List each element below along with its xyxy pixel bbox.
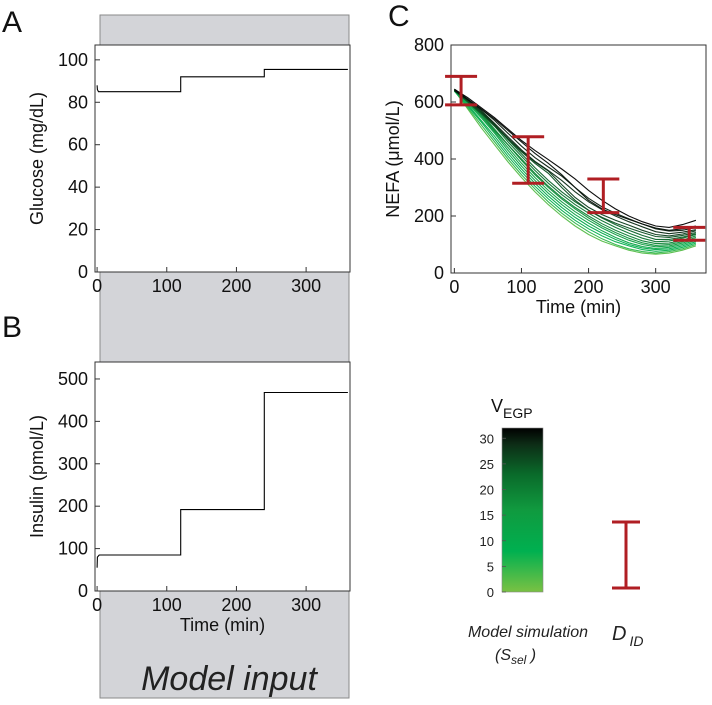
glucose-y-axis-label: Glucose (mg/dL) bbox=[27, 92, 47, 225]
v-egp-colorbar: VEGP 0 5 10 15 20 25 30 bbox=[480, 396, 544, 600]
legend-s-sel-sub: sel bbox=[511, 653, 527, 667]
nefa-simulation-line bbox=[453, 90, 697, 254]
nefa-y-axis-label: NEFA (μmol/L) bbox=[383, 100, 403, 217]
nefa-y-tick-label: 400 bbox=[414, 149, 444, 169]
colorbar-tick-label: 20 bbox=[480, 483, 494, 498]
legend-error-bar bbox=[612, 520, 640, 590]
nefa-x-tick-label: 100 bbox=[506, 277, 536, 297]
colorbar-tick-label: 15 bbox=[480, 508, 494, 523]
legend-s-sel-letter: S bbox=[500, 647, 511, 664]
nefa-plot-area bbox=[450, 44, 707, 274]
nefa-simulation-line bbox=[454, 90, 697, 238]
glucose-x-tick-label: 300 bbox=[291, 276, 321, 296]
nefa-x-axis-label: Time (min) bbox=[536, 297, 621, 317]
colorbar-tick-label: 5 bbox=[487, 559, 494, 574]
nefa-y-tick-label: 800 bbox=[414, 35, 444, 55]
nefa-x-tick-label: 200 bbox=[574, 277, 604, 297]
glucose-y-tick-label: 80 bbox=[68, 92, 88, 112]
insulin-x-tick-label: 0 bbox=[92, 595, 102, 615]
panel-label-b: B bbox=[2, 311, 22, 344]
panel-label-c: C bbox=[388, 0, 410, 33]
glucose-y-tick-label: 60 bbox=[68, 135, 88, 155]
panel-label-a: A bbox=[2, 6, 22, 39]
colorbar-title-v: V bbox=[491, 396, 503, 416]
nefa-simulation-line bbox=[454, 88, 697, 228]
insulin-chart: 0 100 200 300 0 100 200 300 400 500 Insulin (pmol/… bbox=[27, 361, 351, 635]
glucose-x-tick-label: 100 bbox=[152, 276, 182, 296]
legend-d-id: D ID bbox=[612, 623, 643, 649]
insulin-x-tick-label: 200 bbox=[221, 595, 251, 615]
colorbar-title: VEGP bbox=[491, 396, 533, 421]
insulin-x-tick-label: 300 bbox=[291, 595, 321, 615]
legend-d-sub: ID bbox=[629, 633, 643, 649]
insulin-y-tick-label: 200 bbox=[58, 496, 88, 516]
colorbar-tick-label: 10 bbox=[480, 534, 494, 549]
glucose-chart: 0 100 200 300 0 20 40 60 80 100 Glucose (mg/dL) bbox=[27, 44, 351, 296]
insulin-y-tick-label: 500 bbox=[58, 369, 88, 389]
insulin-y-tick-label: 400 bbox=[58, 411, 88, 431]
nefa-y-tick-label: 600 bbox=[414, 92, 444, 112]
glucose-y-tick-label: 0 bbox=[78, 262, 88, 282]
nefa-simulation-line bbox=[454, 90, 697, 235]
insulin-y-tick-label: 300 bbox=[58, 454, 88, 474]
nefa-simulation-line bbox=[453, 90, 697, 252]
nefa-y-tick-label: 200 bbox=[414, 206, 444, 226]
insulin-x-axis-label: Time (min) bbox=[180, 615, 265, 635]
insulin-y-tick-label: 0 bbox=[78, 581, 88, 601]
glucose-series-line bbox=[96, 68, 348, 93]
insulin-y-axis-label: Insulin (pmol/L) bbox=[27, 415, 47, 538]
colorbar-title-sub: EGP bbox=[503, 405, 533, 421]
glucose-y-tick-label: 40 bbox=[68, 177, 88, 197]
legend-s-sel-close: ) bbox=[526, 647, 536, 664]
insulin-series-line bbox=[96, 391, 348, 568]
legend-s-sel: (Ssel ) bbox=[495, 647, 536, 667]
nefa-simulation-line bbox=[454, 88, 697, 246]
legend-d-letter: D bbox=[612, 623, 626, 645]
glucose-plot-area bbox=[94, 44, 351, 273]
nefa-chart: 0 100 200 300 0 200 400 600 800 NEFA (μmol/L) Time… bbox=[383, 35, 707, 317]
nefa-x-tick-label: 0 bbox=[449, 277, 459, 297]
nefa-simulation-line bbox=[454, 90, 697, 248]
nefa-simulation-line bbox=[453, 90, 697, 251]
glucose-y-tick-label: 20 bbox=[68, 220, 88, 240]
legend-s-sel-open: ( bbox=[495, 647, 502, 664]
nefa-simulation-line bbox=[454, 89, 697, 237]
insulin-x-tick-label: 100 bbox=[152, 595, 182, 615]
colorbar-gradient bbox=[501, 427, 544, 593]
colorbar-tick-label: 0 bbox=[487, 585, 494, 600]
nefa-simulation-line bbox=[454, 89, 697, 245]
glucose-y-tick-label: 100 bbox=[58, 50, 88, 70]
nefa-x-tick-label: 300 bbox=[641, 277, 671, 297]
colorbar-tick-label: 25 bbox=[480, 457, 494, 472]
nefa-y-tick-label: 0 bbox=[434, 263, 444, 283]
colorbar-ticks: 0 5 10 15 20 25 30 bbox=[480, 431, 506, 600]
legend-model-simulation: Model simulation bbox=[468, 624, 588, 641]
colorbar-tick-label: 30 bbox=[480, 431, 494, 446]
insulin-plot-area bbox=[94, 361, 351, 592]
glucose-x-tick-label: 200 bbox=[221, 276, 251, 296]
glucose-x-tick-label: 0 bbox=[92, 276, 102, 296]
nefa-simulation-line bbox=[454, 89, 697, 250]
nefa-simulation-line bbox=[454, 90, 697, 231]
insulin-y-tick-label: 100 bbox=[58, 539, 88, 559]
nefa-simulation-line bbox=[453, 90, 697, 255]
model-input-label: Model input bbox=[141, 660, 318, 698]
